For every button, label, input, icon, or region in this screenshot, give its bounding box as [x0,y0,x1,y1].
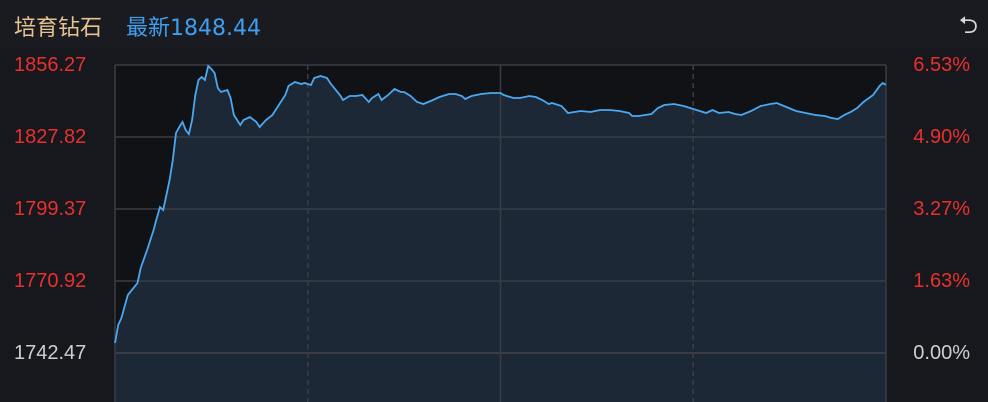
price-tick-label: 1742.47 [14,342,87,364]
price-tick-label: 1799.37 [14,198,87,220]
percent-tick-label: 6.53% [913,54,970,76]
latest-price: 最新1848.44 [126,10,261,42]
index-name: 培育钻石 [14,16,103,41]
percent-tick-label: 4.90% [913,126,970,148]
header: 培育钻石 最新1848.44 ⮌ [0,0,988,48]
latest-value: 1848.44 [170,16,261,41]
price-line [114,64,887,344]
latest-label: 最新 [126,16,171,41]
percent-tick-label: 3.27% [913,198,970,220]
price-tick-label: 1827.82 [14,126,87,148]
price-tick-label: 1856.27 [14,54,87,76]
price-tick-label: 1770.92 [14,270,87,292]
return-arrow-icon[interactable]: ⮌ [958,12,978,39]
percent-tick-label: 0.00% [913,342,970,364]
percent-tick-label: 1.63% [913,270,970,292]
